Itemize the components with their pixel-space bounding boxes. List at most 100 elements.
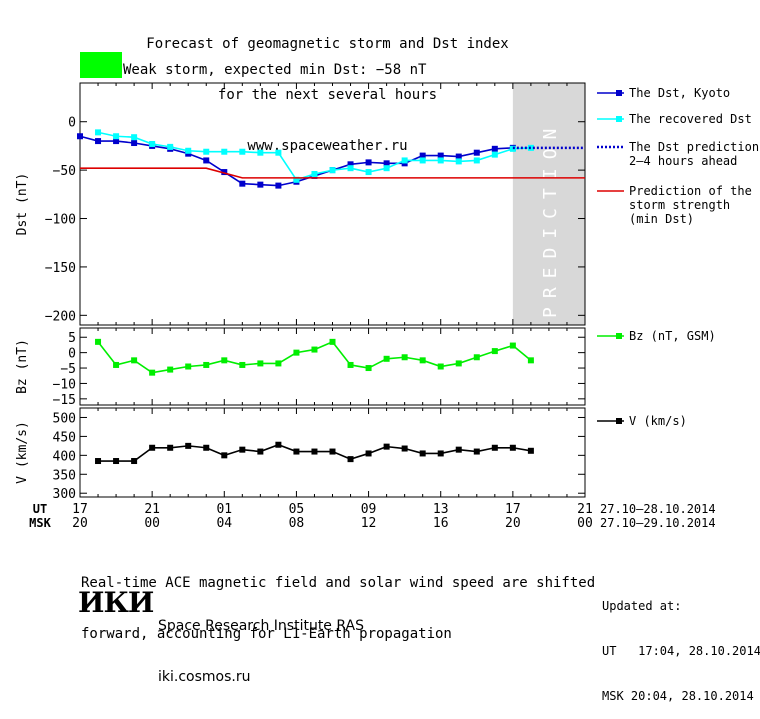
dst-series-1-point [365,169,372,176]
v-series-0-point [167,444,174,451]
bz-series-0-point [527,357,534,364]
bz-series-0-point [185,363,192,370]
dst-series-3-line [80,167,585,179]
dst-series-0-point [113,138,120,145]
v-series-0-point [347,456,354,463]
dst-series-0-point [275,182,282,189]
v-series-0-point [311,448,318,455]
v-series-0-point [149,444,156,451]
bz-series-0-line [97,340,532,374]
bz-y-tick-label: 0 [68,347,76,362]
bz-series-0-point [131,357,138,364]
v-series-0-point [185,442,192,449]
iki-logo: ИКИ [78,586,154,619]
ut-tick-label: 21 [577,502,593,517]
v-series-0-point [329,448,336,455]
bz-y-tick-label: −15 [53,393,76,408]
dst-series-1-point [167,143,174,150]
dst-series-1-point [293,176,300,183]
v-series-0-point [113,458,120,465]
msk-tick-label: 04 [216,516,232,531]
dst-legend-label: (min Dst) [629,212,694,226]
updated-label: Updated at: [602,599,682,613]
dst-legend-label: storm strength [629,198,730,212]
title-line-2: for the next several hours [217,87,438,103]
msk-tick-label: 12 [361,516,377,531]
dst-series-0-point [77,133,83,140]
dst-series-1-point [131,134,138,141]
bz-series-0-point [347,361,354,368]
title-line-1: Forecast of geomagnetic storm and Dst in… [146,36,509,52]
msk-date-range: 27.10–29.10.2014 [600,516,716,530]
dst-series-1-point [221,148,228,155]
update-info: Updated at: UT 17:04, 28.10.2014 MSK 20:… [602,569,760,719]
bz-series-0-point [293,349,300,356]
v-series-0-point [239,446,246,453]
bz-series-0-point [329,338,336,345]
v-series-0-point [293,448,300,455]
dst-series-0-point [203,157,210,164]
v-series-0-point [437,450,444,457]
bz-series-0-point [473,354,480,361]
dst-legend-label: Prediction of the [629,184,752,198]
ut-tick-label: 09 [361,502,377,517]
msk-axis-label: MSK [29,516,51,530]
bz-series-0-point [419,357,426,364]
dst-series-1-point [95,129,102,136]
v-legend-label: V (km/s) [629,414,687,428]
bz-series-0-point [365,365,372,372]
bz-y-tick-label: 5 [68,331,76,346]
bz-series-0-point [509,342,516,349]
bz-series-0-point [203,361,210,368]
footer-note-line-1: Real-time ACE magnetic field and solar w… [81,575,596,591]
v-series-0-point [275,441,282,448]
dst-series-0-point [419,152,426,159]
prediction-band [512,83,585,325]
v-y-tick-label: 350 [53,468,76,483]
v-y-tick-label: 400 [53,449,76,464]
dst-series-0-point [131,140,138,147]
dst-series-1-point [203,148,210,155]
dst-legend-label: The Dst, Kyoto [629,86,730,100]
storm-level-label: Weak storm, expected min Dst: −58 nT [123,62,427,78]
dst-series-1-point [311,170,318,177]
dst-series-1-point [401,157,408,164]
updated-msk: MSK 20:04, 28.10.2014 [602,689,754,703]
ut-tick-label: 17 [72,502,88,517]
v-series-0-point [203,444,210,451]
msk-tick-label: 16 [433,516,449,531]
title-line-3: www.spaceweather.ru [247,138,408,154]
v-series-0-point [419,450,426,457]
dst-y-tick-label: −100 [45,213,76,228]
bz-legend-label: Bz (nT, GSM) [629,329,716,343]
dst-legend-label: 2–4 hours ahead [629,154,737,168]
dst-series-1-point [491,151,498,158]
v-y-axis-label: V (km/s) [15,421,30,484]
dst-series-1-point [239,148,246,155]
bz-series-0-point [113,361,120,368]
dst-series-0-point [347,161,354,168]
updated-ut: UT 17:04, 28.10.2014 [602,644,760,658]
prediction-band-label: PREDICTION [540,120,561,318]
dst-series-1-point [113,133,120,140]
v-series-0-point [131,458,138,465]
bz-series-0-point [311,346,318,353]
dst-series-0-point [437,152,444,159]
dst-panel-frame [79,82,586,326]
bz-series-0-point [455,360,462,367]
dst-series-0-point [455,153,462,160]
bz-series-0-point [401,354,408,361]
bz-y-tick-label: −5 [60,362,76,377]
v-series-0-point [383,443,390,450]
v-series-0-point [527,447,534,454]
institute-link[interactable]: iki.cosmos.ru [158,669,251,685]
dst-series-0-point [239,180,246,187]
bz-series-0-point [221,357,228,364]
v-y-tick-label: 300 [53,487,76,502]
bz-series-0-point [149,369,156,376]
v-series-0-point [365,450,372,457]
dst-series-1-point [455,158,462,165]
ut-axis-label: UT [33,502,47,516]
v-series-0-point [221,452,228,459]
